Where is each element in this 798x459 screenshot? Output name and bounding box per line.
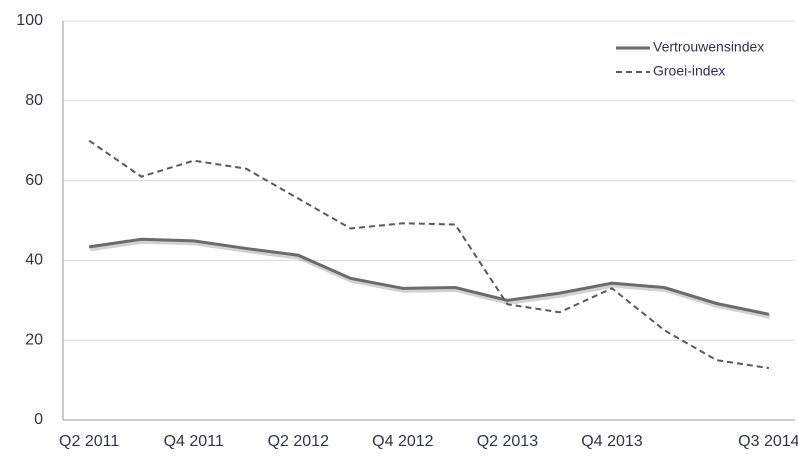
series-line	[88, 237, 770, 316]
x-tick-label: Q3 2014	[738, 433, 798, 450]
x-tick-label: Q4 2013	[581, 433, 642, 450]
y-tick-label: 0	[34, 411, 43, 428]
legend-label: Vertrouwensindex	[653, 39, 764, 55]
x-tick-label: Q4 2011	[164, 433, 224, 450]
y-tick-label: 40	[25, 252, 43, 269]
y-tick-label: 100	[16, 12, 43, 29]
x-tick-label: Q4 2012	[372, 433, 433, 450]
legend-label: Groei-index	[653, 63, 725, 79]
y-tick-label: 20	[25, 331, 43, 348]
x-tick-label: Q2 2011	[59, 433, 119, 450]
x-tick-label: Q2 2013	[477, 433, 538, 450]
x-tick-label: Q2 2012	[268, 433, 329, 450]
series-line	[88, 139, 770, 370]
y-tick-label: 80	[25, 92, 43, 109]
line-shadow	[89, 238, 771, 319]
y-tick-label: 60	[25, 172, 43, 189]
